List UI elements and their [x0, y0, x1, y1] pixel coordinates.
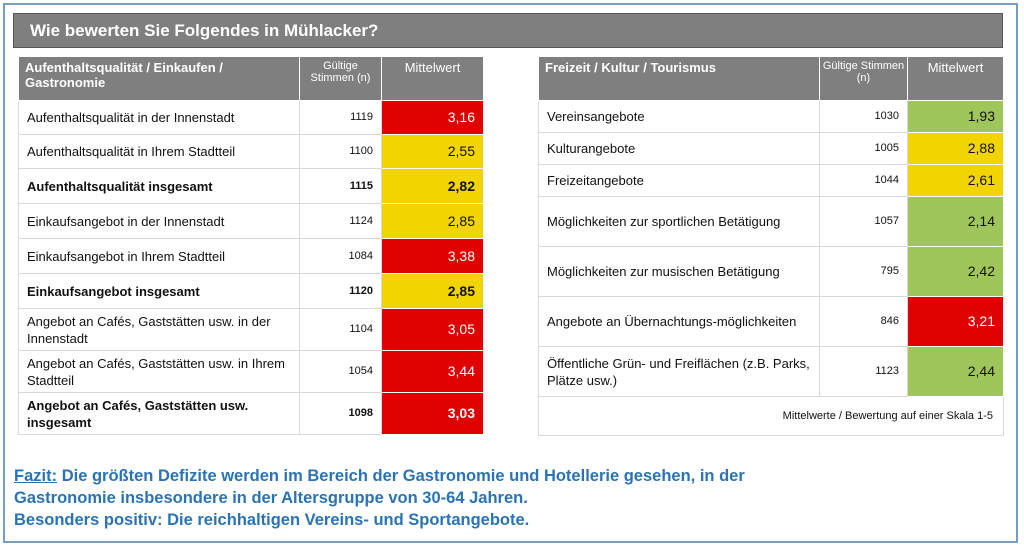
- left-row: Aufenthaltsqualität in Ihrem Stadtteil 11…: [18, 134, 484, 169]
- right-row-label: Kulturangebote: [538, 132, 820, 165]
- right-row-label: Angebote an Übernachtungs-möglichkeiten: [538, 296, 820, 347]
- right-header-mean: Mittelwert: [907, 56, 1004, 101]
- left-header-mean: Mittelwert: [381, 56, 484, 101]
- right-row-label: Freizeitangebote: [538, 164, 820, 197]
- left-row-n: 1084: [299, 238, 382, 274]
- left-header-n: Gültige Stimmen (n): [299, 56, 382, 101]
- left-row-n: 1098: [299, 392, 382, 435]
- left-row-mean: 2,85: [381, 273, 484, 309]
- left-row-label: Angebot an Cafés, Gaststätten usw. in Ih…: [18, 350, 300, 393]
- left-row-mean: 3,03: [381, 392, 484, 435]
- right-row-n: 1057: [819, 196, 908, 247]
- left-rating-table: Aufenthaltsqualität / Einkaufen / Gastro…: [18, 56, 484, 435]
- left-row-label: Einkaufsangebot in der Innenstadt: [18, 203, 300, 239]
- right-row: Freizeitangebote 1044 2,61: [538, 164, 1004, 197]
- left-header-label: Aufenthaltsqualität / Einkaufen / Gastro…: [18, 56, 300, 101]
- right-row-mean: 2,88: [907, 132, 1004, 165]
- right-row-mean: 3,21: [907, 296, 1004, 347]
- left-row: Einkaufsangebot insgesamt 1120 2,85: [18, 273, 484, 309]
- left-row-n: 1120: [299, 273, 382, 309]
- right-row: Möglichkeiten zur sportlichen Betätigung…: [538, 196, 1004, 247]
- left-row-label: Einkaufsangebot in Ihrem Stadtteil: [18, 238, 300, 274]
- right-row-label: Möglichkeiten zur musischen Betätigung: [538, 246, 820, 297]
- right-rating-table: Freizeit / Kultur / Tourismus Gültige St…: [538, 56, 1004, 436]
- fazit-text: Fazit: Die größten Defizite werden im Be…: [14, 465, 1004, 531]
- right-row: Vereinsangebote 1030 1,93: [538, 100, 1004, 133]
- right-header-label: Freizeit / Kultur / Tourismus: [538, 56, 820, 101]
- right-row-n: 1005: [819, 132, 908, 165]
- left-row-n: 1054: [299, 350, 382, 393]
- left-row-mean: 2,85: [381, 203, 484, 239]
- left-row-mean: 3,38: [381, 238, 484, 274]
- fazit-label: Fazit:: [14, 467, 58, 485]
- right-row: Öffentliche Grün- und Freiflächen (z.B. …: [538, 346, 1004, 397]
- right-row-n: 1123: [819, 346, 908, 397]
- right-row-mean: 2,44: [907, 346, 1004, 397]
- right-row-n: 1044: [819, 164, 908, 197]
- left-row-label: Angebot an Cafés, Gaststätten usw. in de…: [18, 308, 300, 351]
- right-row-mean: 1,93: [907, 100, 1004, 133]
- left-row-label: Angebot an Cafés, Gaststätten usw. insge…: [18, 392, 300, 435]
- left-row-n: 1124: [299, 203, 382, 239]
- left-row: Angebot an Cafés, Gaststätten usw. in de…: [18, 308, 484, 351]
- right-row-mean: 2,14: [907, 196, 1004, 247]
- right-footnote: Mittelwerte / Bewertung auf einer Skala …: [538, 396, 1004, 436]
- right-table-body: Vereinsangebote 1030 1,93 Kulturangebote 100…: [538, 100, 1004, 397]
- left-row-n: 1100: [299, 134, 382, 169]
- right-row: Angebote an Übernachtungs-möglichkeiten 8…: [538, 296, 1004, 347]
- left-row-mean: 2,82: [381, 168, 484, 204]
- left-row-n: 1104: [299, 308, 382, 351]
- left-row: Einkaufsangebot in Ihrem Stadtteil 1084 3,…: [18, 238, 484, 274]
- right-row: Möglichkeiten zur musischen Betätigung 79…: [538, 246, 1004, 297]
- fazit-line-3: Besonders positiv: Die reichhaltigen Ver…: [14, 511, 530, 529]
- left-row-mean: 2,55: [381, 134, 484, 169]
- right-row-label: Vereinsangebote: [538, 100, 820, 133]
- right-row-n: 846: [819, 296, 908, 347]
- left-row-mean: 3,05: [381, 308, 484, 351]
- right-header-n: Gültige Stimmen (n): [819, 56, 908, 101]
- chart-title: Wie bewerten Sie Folgendes in Mühlacker?: [13, 13, 1003, 48]
- right-row-n: 795: [819, 246, 908, 297]
- left-row-label: Aufenthaltsqualität in Ihrem Stadtteil: [18, 134, 300, 169]
- right-row: Kulturangebote 1005 2,88: [538, 132, 1004, 165]
- left-row: Angebot an Cafés, Gaststätten usw. insge…: [18, 392, 484, 435]
- left-row-label: Aufenthaltsqualität insgesamt: [18, 168, 300, 204]
- left-row-n: 1119: [299, 100, 382, 135]
- left-table-body: Aufenthaltsqualität in der Innenstadt 111…: [18, 100, 484, 435]
- right-row-label: Öffentliche Grün- und Freiflächen (z.B. …: [538, 346, 820, 397]
- left-row: Einkaufsangebot in der Innenstadt 1124 2,8…: [18, 203, 484, 239]
- right-row-n: 1030: [819, 100, 908, 133]
- fazit-line-2: Gastronomie insbesondere in der Altersgr…: [14, 489, 528, 507]
- right-row-label: Möglichkeiten zur sportlichen Betätigung: [538, 196, 820, 247]
- right-row-mean: 2,61: [907, 164, 1004, 197]
- left-row-mean: 3,16: [381, 100, 484, 135]
- fazit-line-1: Die größten Defizite werden im Bereich d…: [61, 467, 745, 485]
- left-row-label: Einkaufsangebot insgesamt: [18, 273, 300, 309]
- right-row-mean: 2,42: [907, 246, 1004, 297]
- left-row: Aufenthaltsqualität in der Innenstadt 111…: [18, 100, 484, 135]
- left-row-mean: 3,44: [381, 350, 484, 393]
- left-row: Angebot an Cafés, Gaststätten usw. in Ih…: [18, 350, 484, 393]
- left-row-n: 1115: [299, 168, 382, 204]
- left-row-label: Aufenthaltsqualität in der Innenstadt: [18, 100, 300, 135]
- left-row: Aufenthaltsqualität insgesamt 1115 2,82: [18, 168, 484, 204]
